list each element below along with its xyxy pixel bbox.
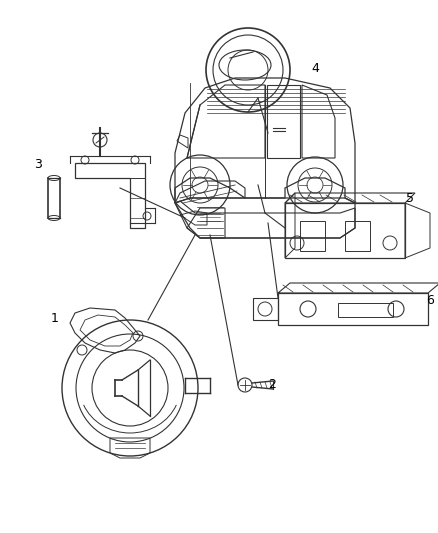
Text: 4: 4 <box>311 61 319 75</box>
Text: 3: 3 <box>34 158 42 172</box>
Text: 2: 2 <box>268 378 276 392</box>
Text: 6: 6 <box>426 295 434 308</box>
Text: 5: 5 <box>406 191 414 205</box>
Text: 1: 1 <box>51 311 59 325</box>
